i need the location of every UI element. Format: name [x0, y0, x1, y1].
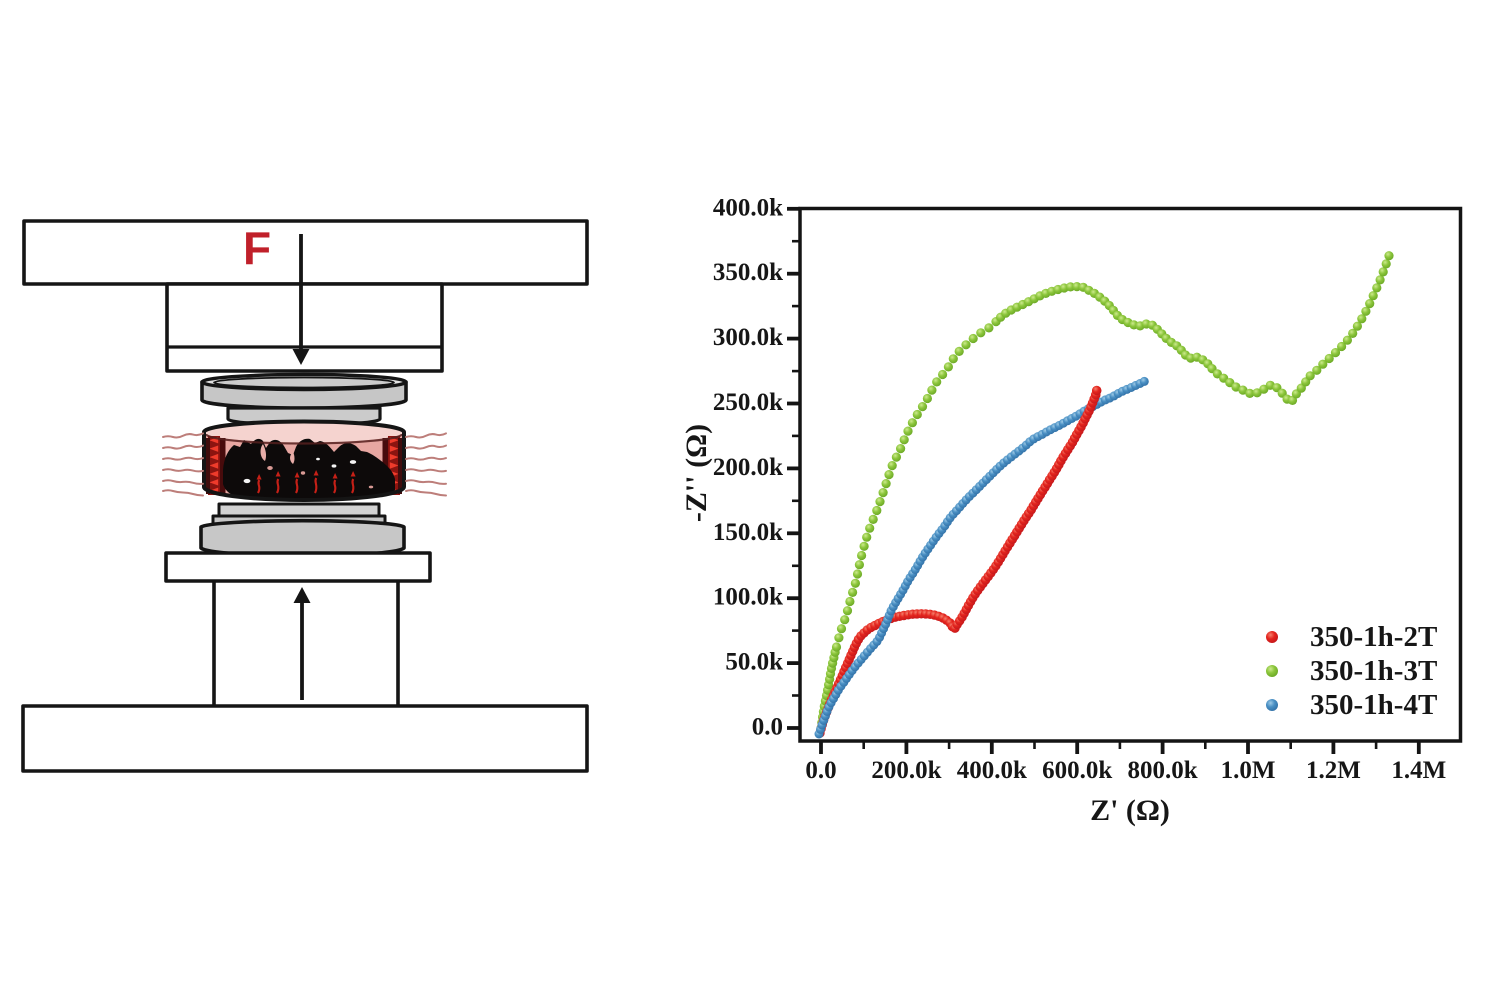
svg-text:400.0k: 400.0k — [713, 194, 783, 221]
svg-text:350-1h-2T: 350-1h-2T — [1310, 621, 1437, 653]
svg-text:350-1h-3T: 350-1h-3T — [1310, 655, 1437, 687]
svg-text:800.0k: 800.0k — [1128, 757, 1198, 784]
svg-text:150.0k: 150.0k — [713, 519, 783, 546]
svg-text:350.0k: 350.0k — [713, 259, 783, 286]
svg-text:-Z'' (Ω): -Z'' (Ω) — [680, 424, 713, 522]
svg-text:1.0M: 1.0M — [1221, 757, 1276, 784]
svg-text:1.2M: 1.2M — [1306, 757, 1361, 784]
svg-text:300.0k: 300.0k — [713, 324, 783, 351]
svg-text:250.0k: 250.0k — [713, 389, 783, 416]
svg-text:200.0k: 200.0k — [871, 757, 941, 784]
svg-text:100.0k: 100.0k — [713, 584, 783, 611]
svg-text:Z' (Ω): Z' (Ω) — [1090, 794, 1170, 827]
svg-text:F: F — [243, 222, 271, 274]
svg-text:600.0k: 600.0k — [1042, 757, 1112, 784]
svg-text:350-1h-4T: 350-1h-4T — [1310, 689, 1437, 721]
svg-text:400.0k: 400.0k — [957, 757, 1027, 784]
svg-text:50.0k: 50.0k — [725, 649, 783, 676]
svg-text:200.0k: 200.0k — [713, 454, 783, 481]
svg-text:1.4M: 1.4M — [1391, 757, 1446, 784]
svg-text:0.0: 0.0 — [752, 714, 783, 741]
svg-text:0.0: 0.0 — [805, 757, 836, 784]
